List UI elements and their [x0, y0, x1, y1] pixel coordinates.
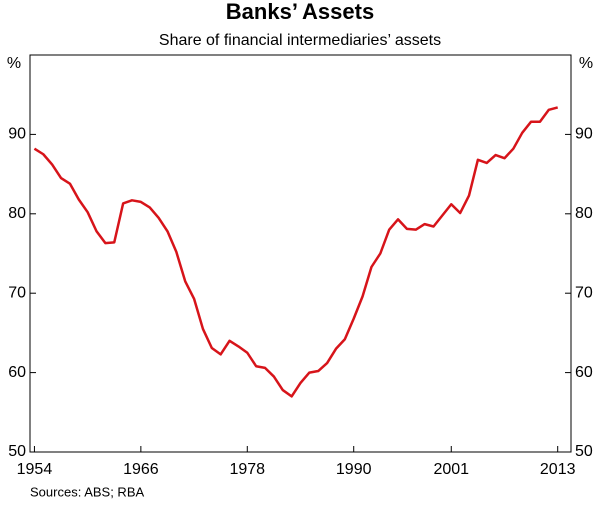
x-tick-label: 1966 — [123, 461, 159, 478]
plot-frame — [29, 54, 572, 453]
y2-tick-label: 70 — [575, 284, 593, 301]
x-tick-label: 2001 — [433, 461, 469, 478]
x-tick-label: 1954 — [17, 461, 53, 478]
y2-tick-label: 90 — [575, 126, 593, 143]
y2-tick-label: 80 — [575, 205, 593, 222]
source-note: Sources: ABS; RBA — [30, 484, 144, 499]
chart-title: Banks’ Assets — [226, 0, 374, 24]
x-tick-label: 2013 — [540, 461, 576, 478]
y2-tick-label: 60 — [575, 364, 593, 381]
y2-unit: % — [579, 55, 593, 72]
y-tick-label: 80 — [8, 205, 26, 222]
chart-subtitle: Share of financial intermediaries’ asset… — [159, 32, 441, 49]
y-tick-label: 60 — [8, 364, 26, 381]
y-tick-label: 90 — [8, 126, 26, 143]
x-tick-label: 1990 — [336, 461, 372, 478]
y-unit: % — [7, 55, 21, 72]
y-tick-label: 50 — [8, 443, 26, 460]
data-line — [33, 106, 559, 398]
x-tick-label: 1978 — [229, 461, 265, 478]
y-tick-label: 70 — [8, 284, 26, 301]
y2-tick-label: 50 — [575, 443, 593, 460]
